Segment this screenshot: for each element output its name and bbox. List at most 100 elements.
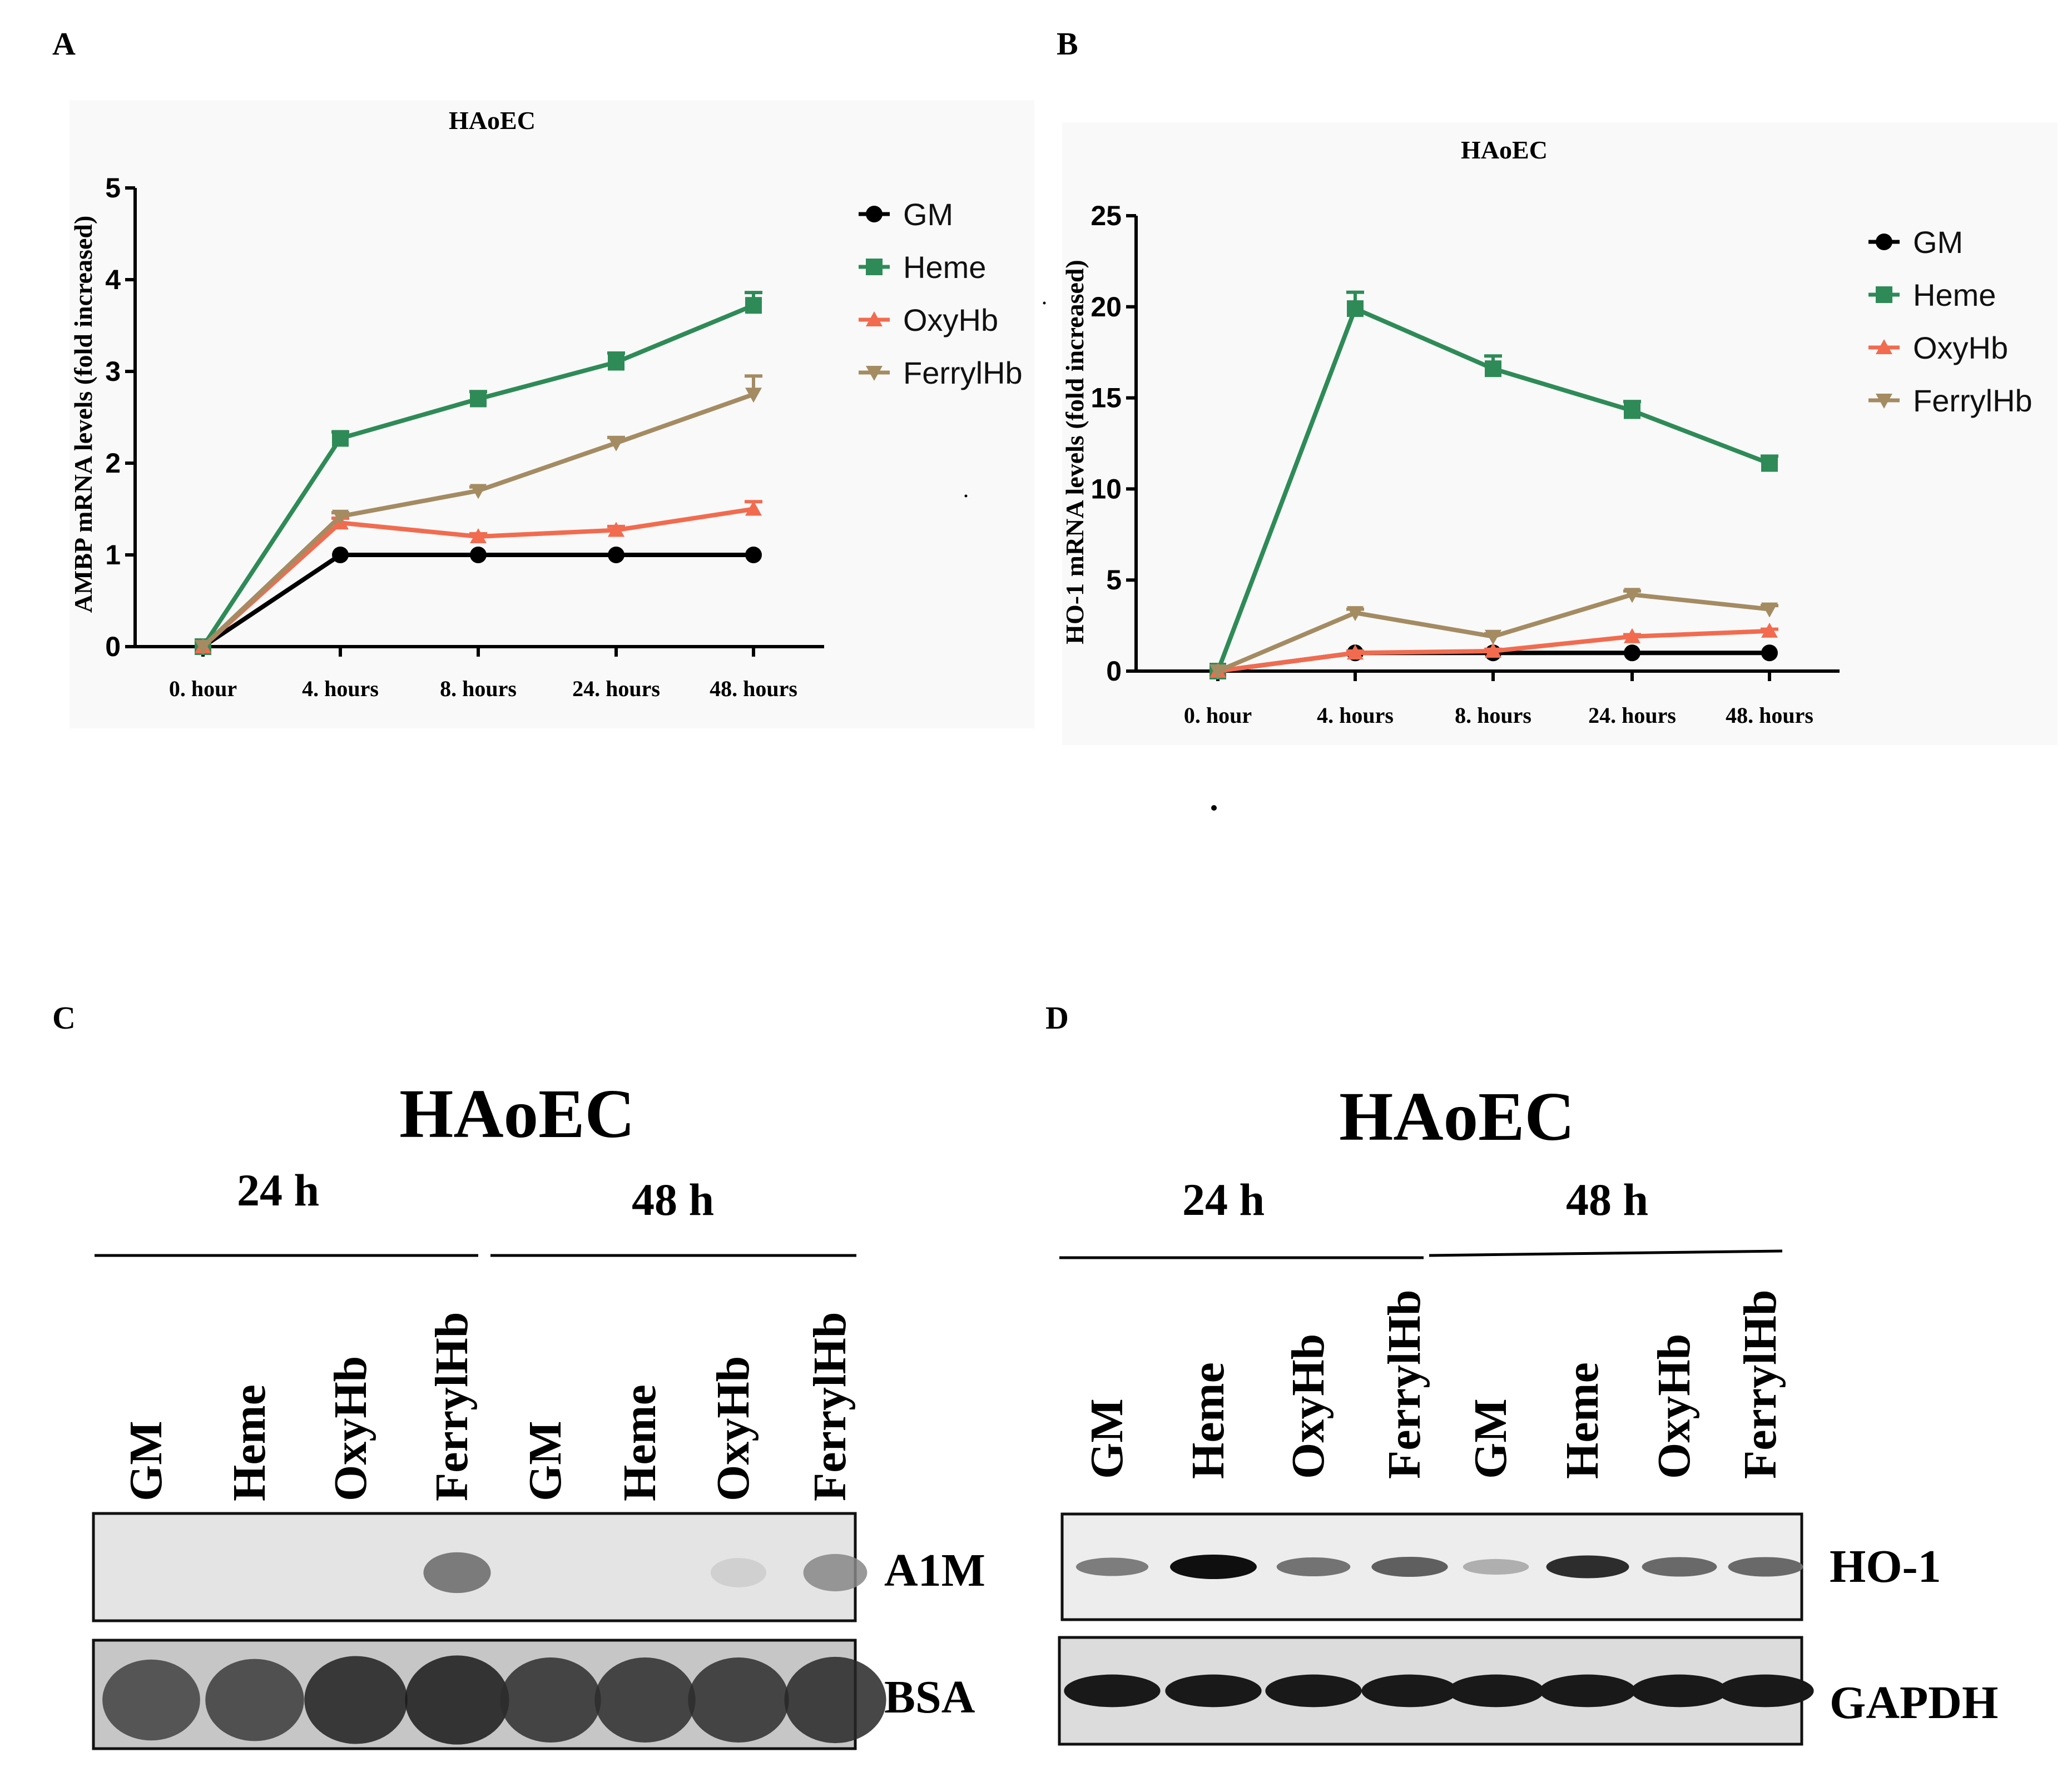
chart-a-legend-marker-heme bbox=[866, 259, 883, 275]
chart-b-point-ferrylhb bbox=[1210, 664, 1226, 679]
blot-c-band bbox=[784, 1656, 886, 1744]
chart-b-legend-marker-heme bbox=[1876, 286, 1892, 303]
chart-b-point-gm bbox=[1761, 644, 1778, 662]
chart-a-legend-marker-gm bbox=[866, 206, 883, 222]
blot-c-lane-label-oxyhb: OxyHb bbox=[325, 1356, 376, 1501]
chart-a-point-ferrylhb bbox=[195, 640, 211, 655]
chart-a-y-tick-label: 4 bbox=[105, 264, 121, 295]
chart-b-point-oxyhb bbox=[1761, 622, 1778, 638]
chart-a-legend-marker-oxyhb bbox=[866, 311, 883, 326]
chart-b-x-tick-label: 4. hours bbox=[1317, 703, 1394, 728]
blot-c-group-48h: 48 h bbox=[632, 1174, 714, 1225]
chart-a-ambp-mrna: HAoEC AMBP mRNA levels (fold increased) … bbox=[69, 100, 1034, 728]
chart-b-y-tick-label: 0 bbox=[1106, 656, 1122, 687]
blot-d-lane-label-ferrylhb: FerrylHb bbox=[1379, 1289, 1430, 1479]
chart-b-y-tick-label: 15 bbox=[1090, 383, 1122, 414]
chart-a-x-tick-label: 0. hour bbox=[169, 676, 237, 701]
blot-c-row-a1m: A1M bbox=[92, 1512, 985, 1622]
chart-a-y-tick-label: 0 bbox=[105, 631, 121, 662]
blot-c-lane-label-gm: GM bbox=[519, 1421, 571, 1501]
chart-b-x-tick-label: 24. hours bbox=[1588, 703, 1676, 728]
blot-d-band bbox=[1728, 1557, 1803, 1577]
blot-c-row-bsa: BSA bbox=[92, 1639, 975, 1750]
blot-d-lane-label-heme: Heme bbox=[1182, 1362, 1234, 1479]
chart-a-point-ferrylhb bbox=[470, 484, 487, 499]
chart-a-y-tick-label: 1 bbox=[105, 539, 121, 570]
chart-b-point-ferrylhb bbox=[1485, 629, 1501, 645]
panel-letter-a: A bbox=[52, 26, 76, 62]
blot-d-band bbox=[1371, 1556, 1448, 1577]
blot-d-ho1: HAoEC 24 h 48 h GM Heme OxyHb FerrylHb GM Hem… bbox=[1058, 1079, 1998, 1746]
chart-b-point-oxyhb bbox=[1624, 628, 1640, 643]
blot-d-row-label: HO-1 bbox=[1830, 1541, 1941, 1592]
chart-a-series-heme bbox=[195, 291, 762, 655]
chart-a-y-tick-label: 5 bbox=[105, 172, 121, 203]
panel-letter-b: B bbox=[1057, 26, 1078, 62]
blot-d-lane-label-oxyhb: OxyHb bbox=[1282, 1334, 1334, 1479]
chart-b-y-tick-label: 20 bbox=[1090, 291, 1122, 322]
blot-c-band bbox=[803, 1553, 868, 1592]
chart-a-point-ferrylhb bbox=[745, 388, 762, 403]
blot-d-band bbox=[1165, 1674, 1262, 1707]
blot-d-lane-label-gm: GM bbox=[1081, 1398, 1133, 1479]
blot-d-group-line-48h bbox=[1429, 1249, 1783, 1257]
chart-b-point-oxyhb bbox=[1347, 644, 1364, 660]
chart-b-x-tick-label: 48. hours bbox=[1726, 703, 1813, 728]
blot-c-group-24h: 24 h bbox=[237, 1165, 319, 1215]
chart-a-y-axis-label: AMBP mRNA levels (fold increased) bbox=[69, 216, 97, 613]
blot-c-row-label: A1M bbox=[884, 1545, 985, 1596]
blot-c-band bbox=[688, 1657, 789, 1743]
blot-c-band bbox=[205, 1659, 304, 1741]
chart-b-point-gm bbox=[1624, 644, 1640, 662]
chart-a-point-heme bbox=[332, 430, 349, 447]
chart-b-point-ferrylhb bbox=[1761, 602, 1778, 618]
blot-d-band bbox=[1546, 1555, 1629, 1579]
chart-b-legend-marker-gm bbox=[1876, 234, 1892, 250]
chart-a-y-tick-label: 3 bbox=[105, 356, 121, 387]
blot-d-row-ho-1: HO-1 bbox=[1060, 1512, 1941, 1621]
blot-c-row-label: BSA bbox=[884, 1671, 975, 1723]
blot-d-group-24h: 24 h bbox=[1182, 1174, 1265, 1225]
blot-d-title: HAoEC bbox=[1339, 1079, 1575, 1155]
chart-a-x-tick-label: 8. hours bbox=[440, 676, 517, 701]
chart-b-y-axis-label: HO-1 mRNA levels (fold increased) bbox=[1060, 260, 1089, 644]
blot-c-band bbox=[405, 1655, 509, 1745]
panel-letter-c: C bbox=[52, 1000, 76, 1036]
chart-b-point-heme bbox=[1485, 360, 1501, 378]
chart-b-legend-label: Heme bbox=[1913, 277, 1996, 312]
chart-b-y-tick-label: 10 bbox=[1090, 473, 1122, 504]
chart-b-legend-label: GM bbox=[1913, 225, 1963, 260]
chart-a-point-gm bbox=[332, 547, 349, 563]
blot-d-band bbox=[1717, 1674, 1814, 1707]
blot-c-band bbox=[102, 1659, 200, 1741]
chart-b-legend-marker-oxyhb bbox=[1876, 339, 1892, 354]
chart-b-legend-label: FerrylHb bbox=[1913, 383, 2033, 418]
blot-d-lane-label-ferrylhb: FerrylHb bbox=[1734, 1289, 1786, 1479]
chart-b-point-oxyhb bbox=[1485, 642, 1501, 658]
blot-c-title: HAoEC bbox=[399, 1076, 635, 1153]
blot-d-band bbox=[1539, 1674, 1636, 1707]
chart-b-x-tick-label: 0. hour bbox=[1184, 703, 1252, 728]
chart-a-point-oxyhb bbox=[608, 522, 624, 537]
chart-b-point-ferrylhb bbox=[1624, 588, 1640, 603]
blot-d-band bbox=[1631, 1674, 1728, 1707]
blot-d-band bbox=[1170, 1555, 1257, 1579]
blot-d-band bbox=[1276, 1557, 1351, 1577]
blot-c-lane-label-ferrylhb: FerrylHb bbox=[426, 1312, 478, 1501]
chart-a-point-heme bbox=[470, 390, 487, 408]
chart-a-point-oxyhb bbox=[745, 500, 762, 516]
chart-a-point-gm bbox=[608, 547, 624, 563]
blot-d-band bbox=[1448, 1674, 1544, 1707]
blot-d-band bbox=[1075, 1557, 1149, 1576]
chart-a-legend-label: OxyHb bbox=[903, 302, 998, 337]
chart-a-legend-label: FerrylHb bbox=[903, 355, 1023, 390]
chart-b-x-tick-label: 8. hours bbox=[1455, 703, 1531, 728]
blot-d-row-gapdh: GAPDH bbox=[1058, 1636, 1998, 1746]
blot-c-band bbox=[594, 1657, 696, 1743]
chart-a-y-tick-label: 2 bbox=[105, 448, 121, 479]
chart-b-point-heme bbox=[1624, 402, 1640, 419]
blot-c-band bbox=[710, 1558, 767, 1587]
chart-b-series-oxyhb bbox=[1210, 622, 1778, 678]
chart-a-series-ferrylhb bbox=[195, 374, 762, 655]
